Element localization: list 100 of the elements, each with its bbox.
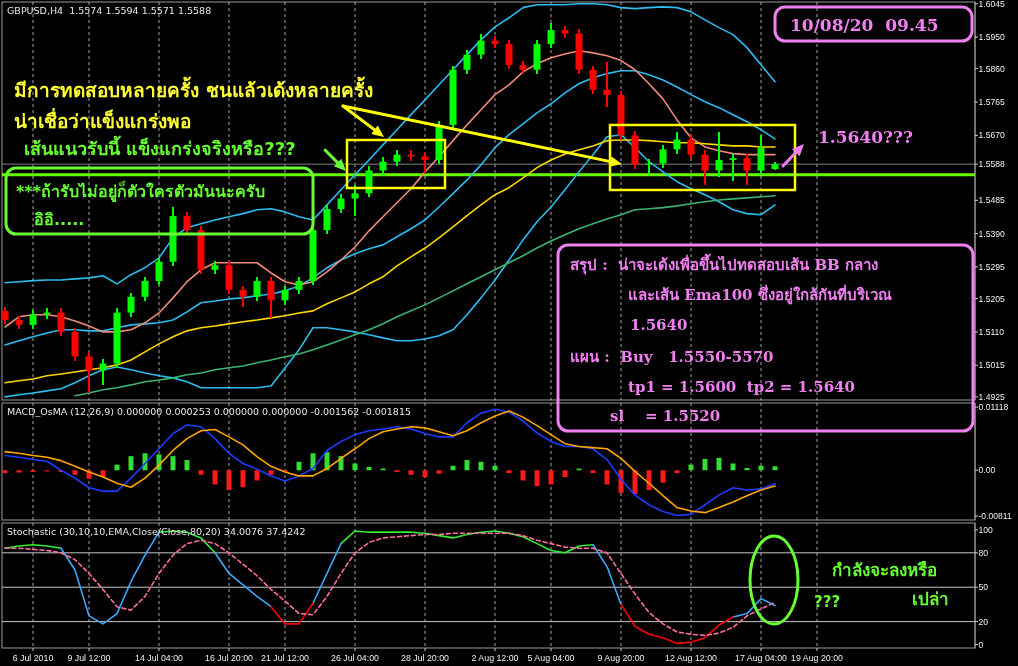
bar bbox=[744, 468, 750, 471]
y-tick-label: 1.5015 bbox=[978, 360, 1006, 371]
bar bbox=[464, 460, 470, 471]
bar bbox=[268, 470, 274, 475]
annotation: เส้นแนวรับนี้ แข็งแกร่งจริงหรือ??? bbox=[24, 135, 296, 159]
x-tick-label: 14 Jul 04:00 bbox=[135, 653, 184, 663]
candlestick bbox=[505, 38, 513, 71]
bar bbox=[660, 470, 666, 483]
bar bbox=[16, 470, 22, 473]
x-tick-label: 17 Aug 04:00 bbox=[735, 653, 788, 663]
annotation: 10/08/20 09.45 bbox=[790, 15, 939, 35]
bar bbox=[100, 470, 106, 478]
bar bbox=[674, 470, 680, 474]
candlestick bbox=[365, 165, 373, 199]
bar bbox=[72, 470, 78, 475]
x-tick-label: 12 Aug 12:00 bbox=[665, 653, 718, 663]
annotation: ??? bbox=[814, 593, 841, 611]
y-tick-label: 1.5205 bbox=[978, 293, 1006, 304]
chart-title: Stochastic (30,10,10,EMA,Close/Close,80,20) 34.0076 37.4242 bbox=[7, 526, 306, 537]
y-tick-label: 1.5670 bbox=[978, 130, 1006, 141]
y-tick-label: 1.4925 bbox=[978, 391, 1006, 402]
candlestick bbox=[141, 275, 149, 303]
x-tick-label: 21 Jul 12:00 bbox=[261, 653, 310, 663]
x-tick-label: 9 Jul 12:00 bbox=[67, 653, 111, 663]
x-tick-label: 2 Aug 12:00 bbox=[471, 653, 519, 663]
annotation: อิอิ..... bbox=[34, 210, 85, 229]
chart-title: GBPUSD,H4 1.5574 1.5594 1.5571 1.5588 bbox=[7, 5, 212, 16]
candlestick bbox=[421, 151, 429, 175]
candlestick bbox=[57, 307, 65, 338]
bar bbox=[716, 457, 722, 471]
y-tick-label: 1.5295 bbox=[978, 261, 1006, 272]
bar bbox=[772, 466, 778, 471]
annotation: เปล่า bbox=[912, 589, 949, 609]
x-tick-label: 19 Aug 20:00 bbox=[791, 653, 844, 663]
bar bbox=[548, 470, 554, 485]
x-tick-label: 5 Aug 04:00 bbox=[527, 653, 575, 663]
candlestick bbox=[673, 130, 681, 155]
bar bbox=[590, 470, 596, 474]
bar bbox=[296, 461, 302, 471]
candlestick bbox=[687, 134, 695, 160]
bar bbox=[422, 470, 428, 478]
candlestick bbox=[85, 351, 93, 395]
annotation: sl = 1.5520 bbox=[610, 407, 721, 425]
candlestick bbox=[463, 49, 471, 75]
candlestick bbox=[589, 64, 597, 95]
y-tick-label: 0.00 bbox=[978, 465, 996, 476]
y-tick-label: 1.5485 bbox=[978, 195, 1006, 206]
candlestick bbox=[183, 210, 191, 236]
bar bbox=[254, 470, 260, 481]
bar bbox=[240, 470, 246, 488]
y-tick-label: 20 bbox=[978, 616, 989, 627]
y-tick-label: -0.00811 bbox=[978, 511, 1013, 522]
annotation: 1.5640??? bbox=[818, 127, 913, 147]
candlestick bbox=[29, 309, 37, 331]
bar bbox=[128, 456, 134, 471]
candlestick bbox=[253, 275, 261, 303]
bar bbox=[730, 463, 736, 471]
x-tick-label: 6 Jul 2010 bbox=[12, 653, 54, 663]
candlestick bbox=[99, 358, 107, 386]
annotation: 1.5640 bbox=[630, 316, 688, 334]
bar bbox=[198, 470, 204, 475]
annotation: และเส้น Ema100 ซึ่งอยู่ใกล้กันที่บริเวณ bbox=[628, 284, 892, 305]
x-tick-label: 28 Jul 20:00 bbox=[401, 653, 450, 663]
y-tick-label: 80 bbox=[978, 547, 989, 558]
annotation: กำลังจะลงหรือ bbox=[832, 560, 937, 580]
y-tick-label: 0.01118 bbox=[978, 402, 1009, 413]
y-tick-label: 1.6045 bbox=[978, 0, 1006, 9]
y-tick-label: 1.5765 bbox=[978, 97, 1006, 108]
x-tick-label: 9 Aug 20:00 bbox=[597, 653, 645, 663]
bar bbox=[702, 458, 708, 471]
candlestick bbox=[323, 203, 331, 236]
annotation: tp1 = 1.5600 tp2 = 1.5640 bbox=[628, 378, 855, 396]
annotation: น่าเชื่อว่าแข็งแกร่งพอ bbox=[14, 108, 191, 132]
candlestick bbox=[267, 275, 275, 319]
y-tick-label: 0 bbox=[978, 639, 984, 650]
bar bbox=[212, 470, 218, 485]
y-tick-label: 100 bbox=[978, 524, 994, 535]
bar bbox=[506, 470, 512, 474]
candlestick bbox=[659, 144, 667, 169]
y-tick-label: 1.5390 bbox=[978, 228, 1006, 239]
x-tick-label: 16 Jul 20:00 bbox=[205, 653, 254, 663]
y-tick-label: 1.5950 bbox=[978, 32, 1006, 43]
candlestick bbox=[603, 60, 611, 109]
bar bbox=[408, 470, 414, 475]
candlestick bbox=[155, 256, 163, 287]
chart-title: MACD_OsMA (12,26,9) 0.000000 0.000253 0.000000 0.000000 -0.001562 -0.001815 bbox=[7, 406, 411, 417]
candlestick bbox=[477, 32, 485, 60]
bar bbox=[170, 456, 176, 471]
bar bbox=[226, 470, 232, 491]
x-tick-label: 26 Jul 04:00 bbox=[331, 653, 380, 663]
annotation: แผน : Buy 1.5550-5570 bbox=[570, 348, 774, 366]
y-tick-label: 1.5588 bbox=[978, 159, 1006, 170]
bar bbox=[2, 470, 8, 474]
candlestick bbox=[645, 158, 653, 175]
bar bbox=[534, 470, 540, 487]
y-tick-label: 50 bbox=[978, 582, 989, 593]
bar bbox=[604, 470, 610, 485]
candlestick bbox=[729, 152, 737, 182]
bar bbox=[520, 470, 526, 481]
candlestick bbox=[337, 193, 345, 215]
